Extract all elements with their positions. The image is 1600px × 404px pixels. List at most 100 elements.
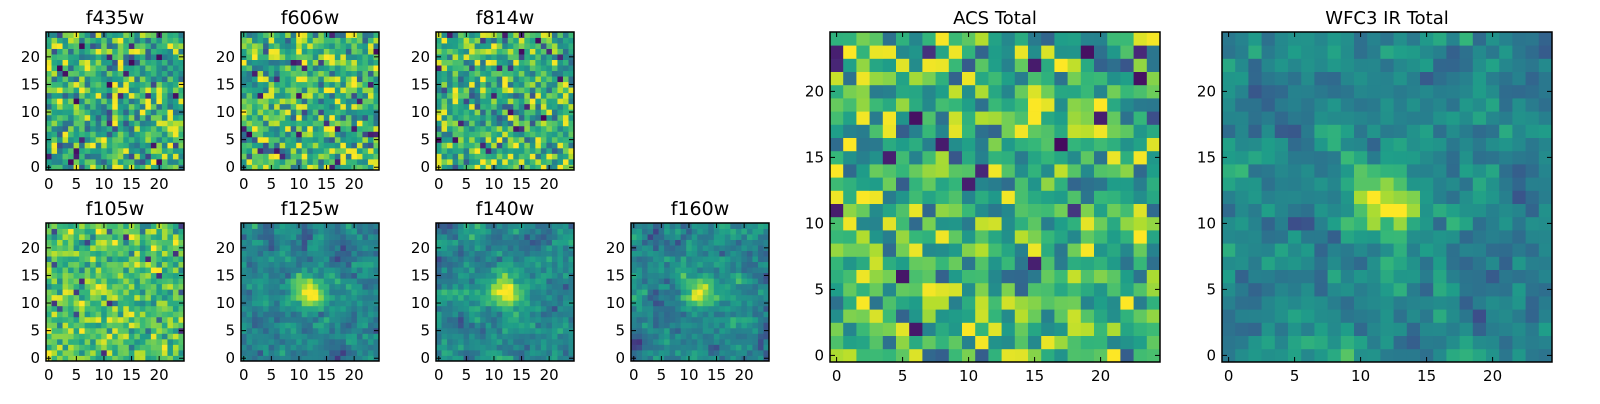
heatmap-cell <box>296 339 302 345</box>
heatmap-cell <box>546 43 552 49</box>
heatmap-cell <box>681 328 687 334</box>
heatmap-cell <box>63 126 69 132</box>
heatmap-cell <box>557 256 563 262</box>
heatmap-cell <box>302 109 308 115</box>
heatmap-cell <box>480 223 486 229</box>
heatmap-cell <box>96 344 102 350</box>
heatmap-cell <box>447 295 453 301</box>
heatmap-cell <box>123 87 129 93</box>
heatmap-cell <box>535 322 541 328</box>
heatmap-cell <box>362 317 368 323</box>
heatmap-cell <box>85 273 91 279</box>
heatmap-cell <box>247 300 253 306</box>
heatmap-cell <box>252 306 258 312</box>
heatmap-cell <box>156 234 162 240</box>
heatmap-cell <box>123 322 129 328</box>
heatmap-cell <box>747 300 753 306</box>
heatmap-cell <box>480 153 486 159</box>
heatmap-cell <box>123 278 129 284</box>
heatmap-cell <box>79 223 85 229</box>
heatmap-cell <box>68 109 74 115</box>
heatmap-cell <box>741 333 747 339</box>
heatmap-cell <box>156 142 162 148</box>
heatmap-cell <box>280 262 286 268</box>
heatmap-cell <box>703 278 709 284</box>
heatmap-cell <box>480 322 486 328</box>
panel-title: f160w <box>671 198 730 220</box>
heatmap-cell <box>156 76 162 82</box>
heatmap-cell <box>486 322 492 328</box>
heatmap-cell <box>962 256 976 270</box>
heatmap-cell <box>692 339 698 345</box>
heatmap-cell <box>508 98 514 104</box>
heatmap-cell <box>112 350 118 356</box>
heatmap-cell <box>123 142 129 148</box>
heatmap-cell <box>173 223 179 229</box>
heatmap-cell <box>357 273 363 279</box>
heatmap-cell <box>513 278 519 284</box>
heatmap-cell <box>922 296 936 310</box>
heatmap-cell <box>436 306 442 312</box>
heatmap-cell <box>686 245 692 251</box>
heatmap-cell <box>458 245 464 251</box>
heatmap-cell <box>480 289 486 295</box>
heatmap-cell <box>1094 217 1108 231</box>
heatmap-cell <box>508 267 514 273</box>
heatmap-cell <box>129 289 135 295</box>
heatmap-cell <box>664 251 670 257</box>
heatmap-cell <box>285 295 291 301</box>
heatmap-cell <box>340 82 346 88</box>
heatmap-cell <box>480 245 486 251</box>
x-tick-label: 20 <box>735 366 754 384</box>
heatmap-cell <box>519 159 525 165</box>
heatmap-cell <box>324 153 330 159</box>
heatmap-cell <box>1041 296 1055 310</box>
heatmap-cell <box>112 142 118 148</box>
heatmap-cell <box>1134 296 1148 310</box>
heatmap-cell <box>162 333 168 339</box>
heatmap-cell <box>74 350 80 356</box>
heatmap-cell <box>57 93 63 99</box>
heatmap-cell <box>458 120 464 126</box>
heatmap-cell <box>241 43 247 49</box>
heatmap-cell <box>156 256 162 262</box>
heatmap-cell <box>502 251 508 257</box>
heatmap-cell <box>258 317 264 323</box>
heatmap-cell <box>357 60 363 66</box>
heatmap-cell <box>752 251 758 257</box>
heatmap-cell <box>357 159 363 165</box>
heatmap-cell <box>57 104 63 110</box>
heatmap-cell <box>329 120 335 126</box>
heatmap-cell <box>129 339 135 345</box>
heatmap-cell <box>274 284 280 290</box>
heatmap-cell <box>258 93 264 99</box>
heatmap-cell <box>340 54 346 60</box>
heatmap-cell <box>173 49 179 55</box>
heatmap-cell <box>475 98 481 104</box>
heatmap-cell <box>285 54 291 60</box>
heatmap-cell <box>1107 164 1121 178</box>
heatmap-cell <box>546 273 552 279</box>
heatmap-cell <box>134 289 140 295</box>
heatmap-cell <box>107 98 113 104</box>
heatmap-cell <box>107 153 113 159</box>
heatmap-cell <box>112 229 118 235</box>
heatmap-cell <box>123 120 129 126</box>
heatmap-cell <box>145 240 151 246</box>
heatmap-cell <box>112 245 118 251</box>
heatmap-cell <box>74 38 80 44</box>
heatmap-cell <box>480 54 486 60</box>
heatmap-cell <box>129 60 135 66</box>
heatmap-cell <box>167 120 173 126</box>
heatmap-cell <box>173 333 179 339</box>
heatmap-cell <box>307 223 313 229</box>
heatmap-cell <box>63 234 69 240</box>
heatmap-cell <box>85 104 91 110</box>
heatmap-cell <box>708 251 714 257</box>
heatmap-cell <box>313 153 319 159</box>
heatmap-cell <box>491 311 497 317</box>
heatmap-cell <box>123 273 129 279</box>
heatmap-cell <box>758 273 764 279</box>
heatmap-cell <box>118 306 124 312</box>
heatmap-cell <box>134 137 140 143</box>
